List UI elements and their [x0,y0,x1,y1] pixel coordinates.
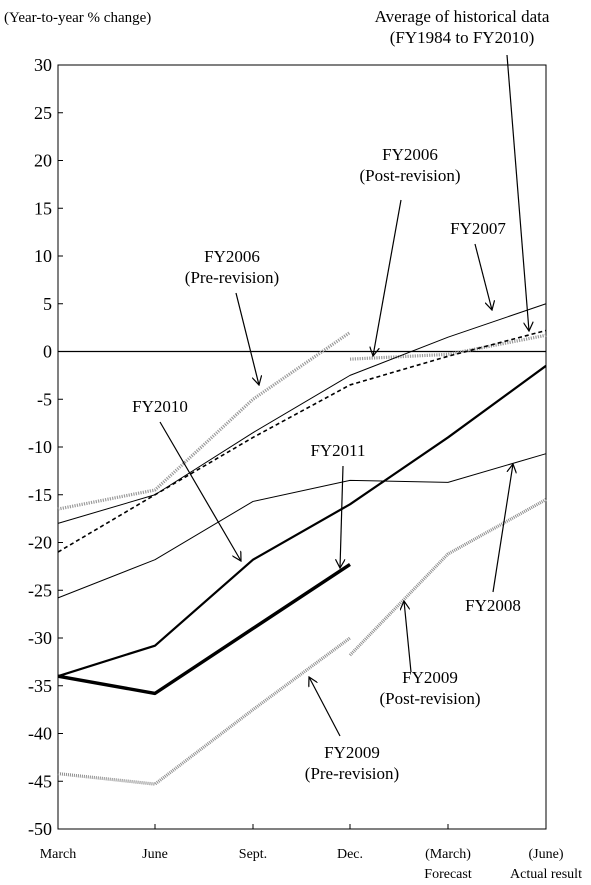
y-tick-label: -50 [28,819,52,839]
annotation-line: FY2008 [465,596,521,615]
y-tick-label: 10 [34,246,52,266]
y-tick-label: 5 [43,294,52,314]
annotations-group: Average of historical data (FY1984 to FY2… [132,7,550,783]
series-line-fy2009-pre-revision [57,636,351,786]
y-tick-label: 0 [43,342,52,362]
y-tick-label: 30 [34,55,52,75]
annotation-arrow [309,677,341,737]
annotation-arrow [506,54,529,331]
y-axis: 30 25 20 15 10 5 0 -5 -10 -15 -20 -25 -30 -35 -40 -45 -5… [28,55,546,839]
annotation-line: FY2006 [204,247,260,266]
series-line-fy2010 [57,364,547,678]
annotation-arrow [373,199,402,356]
series-line-fy2011 [57,563,351,696]
x-tick-sublabel: Actual result [510,867,582,882]
annotation-arrow [474,243,492,310]
y-tick-label: -45 [28,771,52,791]
annotation-line: (Post-revision) [379,689,480,708]
y-tick-label: -5 [37,389,52,409]
annotation-arrow [235,292,259,385]
x-tick-label: Sept. [239,847,267,862]
series-line-fy2006-pre-revision [57,331,351,511]
annotation-line: (Pre-revision) [305,764,399,783]
x-tick-label: (June) [529,847,564,862]
annotation-label: FY2009 (Post-revision) [379,668,480,708]
x-tick-label: Dec. [337,847,363,862]
y-tick-label: -20 [28,533,52,553]
y-tick-label: 15 [34,198,52,218]
x-tick-label: June [142,847,168,862]
y-tick-label: -40 [28,724,52,744]
x-tick-sublabel: Forecast [424,867,472,882]
annotation-line: Average of historical data [375,7,550,26]
y-tick-label: -30 [28,628,52,648]
annotation-label: FY2010 [132,397,188,416]
annotation-arrow [340,465,343,568]
annotation-label: FY2006 (Pre-revision) [185,247,279,287]
annotation-line: FY2006 [382,145,438,164]
annotation-arrow [404,601,412,673]
y-tick-label: -35 [28,676,52,696]
y-axis-unit-label: (Year-to-year % change) [4,10,151,26]
x-tick-label: (March) [425,847,471,862]
x-tick-label: March [40,847,77,862]
y-tick-label: 20 [34,151,52,171]
annotation-line: (Post-revision) [359,166,460,185]
annotation-label: Average of historical data (FY1984 to FY2… [375,7,550,47]
x-axis: March June Sept. Dec. (March) Forecast (June) A… [40,824,582,882]
series-group [57,303,547,786]
series-line-average-of-historical-data-fy1984-to-fy2010 [57,329,547,553]
annotation-line: (Pre-revision) [185,268,279,287]
annotation-label: FY2006 (Post-revision) [359,145,460,185]
y-tick-label: -15 [28,485,52,505]
annotation-line: FY2011 [310,441,365,460]
annotation-line: FY2010 [132,397,188,416]
y-tick-label: -10 [28,437,52,457]
annotation-line: (FY1984 to FY2010) [390,28,535,47]
annotation-line: FY2009 [324,743,380,762]
series-line-fy2008 [57,453,547,599]
annotation-arrow [492,464,513,593]
series-line-fy2007 [57,303,547,524]
annotation-line: FY2009 [402,668,458,687]
plot-frame [57,64,547,830]
series-line-fy2006-post-revision [349,333,547,361]
annotation-line: FY2007 [450,219,506,238]
y-tick-label: 25 [34,103,52,123]
y-tick-label: -25 [28,580,52,600]
annotation-label: FY2011 [310,441,365,460]
annotation-arrow [159,421,241,561]
annotation-label: FY2007 [450,219,506,238]
annotation-label: FY2009 (Pre-revision) [305,743,399,783]
series-line-fy2009-post-revision [348,498,547,657]
annotation-label: FY2008 [465,596,521,615]
